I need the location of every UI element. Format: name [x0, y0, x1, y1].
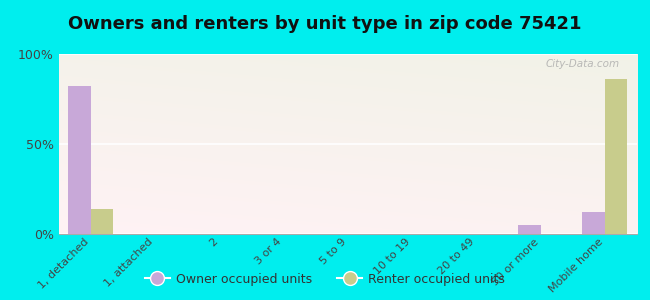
Bar — [518, 225, 541, 234]
Bar — [90, 209, 113, 234]
Bar — [605, 79, 627, 234]
Text: City-Data.com: City-Data.com — [545, 59, 619, 69]
Bar — [68, 86, 90, 234]
Legend: Owner occupied units, Renter occupied units: Owner occupied units, Renter occupied un… — [140, 268, 510, 291]
Text: Owners and renters by unit type in zip code 75421: Owners and renters by unit type in zip c… — [68, 15, 582, 33]
Bar — [582, 212, 605, 234]
